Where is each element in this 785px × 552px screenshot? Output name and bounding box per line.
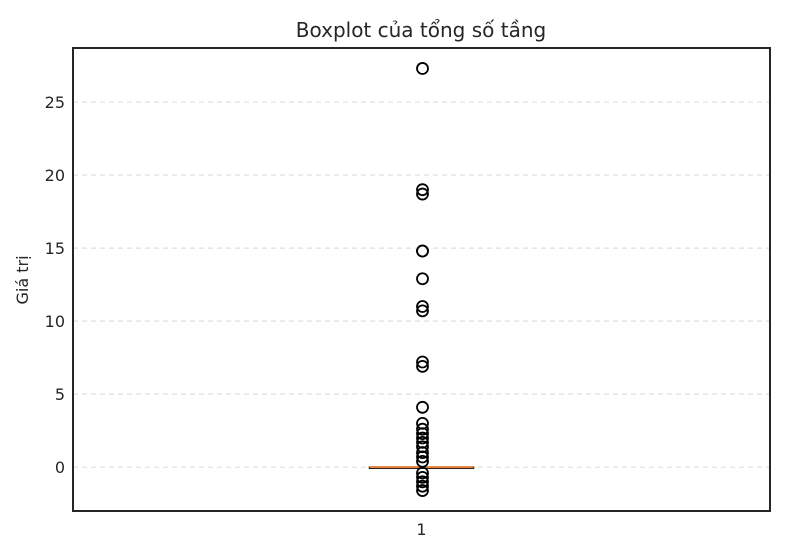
outlier-point [416, 475, 429, 489]
plot-frame [72, 47, 771, 512]
outlier-point [416, 427, 429, 440]
y-tick-label: 15 [45, 239, 65, 258]
y-tick-label: 25 [45, 93, 65, 112]
y-axis-ticks: 0 5 10 15 20 25 [45, 93, 65, 477]
y-tick-label: 0 [55, 458, 65, 477]
outlier-point [416, 479, 429, 493]
outlier-point [416, 300, 429, 313]
y-tick-label: 20 [45, 166, 65, 185]
outlier-point [416, 304, 429, 318]
x-axis-ticks: 1 [416, 520, 426, 539]
outlier-point [416, 272, 429, 286]
x-tick-label: 1 [416, 520, 426, 539]
chart-title: Boxplot của tổng số tầng [296, 18, 546, 42]
outlier-point [416, 355, 429, 369]
grid-lines [73, 101, 770, 468]
outlier-point [416, 422, 429, 436]
outlier-point [416, 466, 429, 480]
outlier-point [416, 244, 429, 258]
outlier-point [416, 183, 429, 197]
y-axis-label: Giá trị [13, 255, 32, 304]
outlier-points [416, 62, 429, 497]
outlier-point [416, 62, 429, 75]
y-tick-label: 10 [45, 312, 65, 331]
outlier-point [416, 450, 429, 464]
outlier-point [416, 187, 429, 201]
outlier-point [416, 471, 429, 484]
outlier-point [416, 431, 429, 445]
outlier-point [416, 484, 429, 497]
outlier-point [416, 446, 429, 459]
outlier-point [416, 360, 429, 373]
y-tick-label: 5 [55, 385, 65, 404]
outlier-point [416, 400, 429, 414]
